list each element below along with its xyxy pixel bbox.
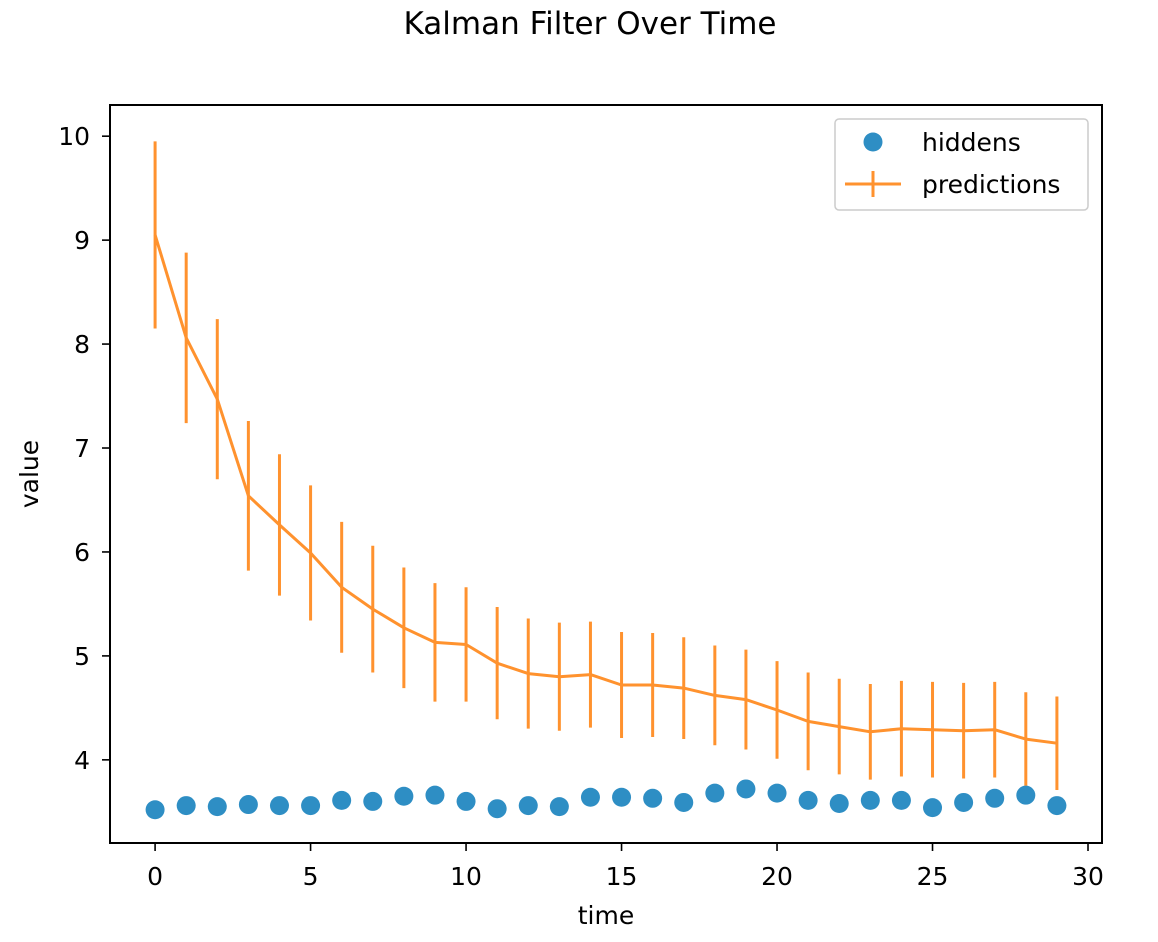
hiddens-point	[829, 794, 849, 814]
x-axis: 0 5 10 15 20 25 30	[147, 843, 1104, 891]
axes-frame	[109, 104, 1103, 844]
hiddens-point	[238, 795, 258, 815]
hiddens-point	[301, 796, 321, 816]
hiddens-point	[176, 796, 196, 816]
hiddens-point	[923, 798, 943, 818]
hiddens-point	[518, 796, 538, 816]
y-axis-label: value	[15, 440, 44, 508]
hiddens-point	[145, 800, 165, 820]
hiddens-point	[612, 787, 632, 807]
hiddens-point	[580, 787, 600, 807]
hiddens-point	[985, 788, 1005, 808]
hiddens-point	[207, 797, 227, 817]
hiddens-point	[674, 792, 694, 812]
x-tick-label: 20	[761, 862, 793, 891]
y-tick-label: 5	[74, 642, 90, 671]
legend-frame	[834, 118, 1089, 211]
hiddens-point	[705, 783, 725, 803]
hiddens-point	[736, 779, 756, 799]
hiddens-point	[798, 790, 818, 810]
y-tick-label: 6	[74, 538, 90, 567]
x-tick-label: 5	[303, 862, 319, 891]
hiddens-point	[363, 791, 383, 811]
legend: hiddens predictions	[834, 118, 1089, 211]
y-tick-label: 10	[58, 122, 90, 151]
x-tick-label: 10	[450, 862, 482, 891]
legend-hiddens-marker	[863, 132, 883, 152]
x-tick-label: 25	[917, 862, 949, 891]
x-axis-label: time	[578, 901, 634, 930]
hiddens-point	[1016, 785, 1036, 805]
hiddens-point	[1047, 796, 1067, 816]
hiddens-point	[425, 785, 445, 805]
y-tick-label: 9	[74, 226, 90, 255]
hiddens-point	[456, 791, 476, 811]
hiddens-point	[332, 790, 352, 810]
chart-title: Kalman Filter Over Time	[404, 6, 777, 42]
x-tick-label: 15	[606, 862, 638, 891]
x-tick-label: 30	[1072, 862, 1104, 891]
hiddens-point	[487, 799, 507, 819]
y-axis: 4 5 6 7 8 9 10	[58, 122, 110, 775]
y-tick-label: 4	[74, 746, 90, 775]
predictions-line	[153, 234, 1058, 745]
hiddens-point	[767, 783, 787, 803]
plot-area	[145, 141, 1067, 820]
legend-predictions-label: predictions	[922, 170, 1060, 199]
y-tick-label: 7	[74, 434, 90, 463]
hiddens-point	[954, 792, 974, 812]
hiddens-point	[394, 786, 414, 806]
y-tick-label: 8	[74, 330, 90, 359]
hiddens-point	[549, 797, 569, 817]
hiddens-point	[891, 790, 911, 810]
hiddens-point	[860, 790, 880, 810]
legend-hiddens-label: hiddens	[922, 128, 1021, 157]
hiddens-point	[643, 788, 663, 808]
x-tick-label: 0	[147, 862, 163, 891]
hiddens-point	[269, 796, 289, 816]
